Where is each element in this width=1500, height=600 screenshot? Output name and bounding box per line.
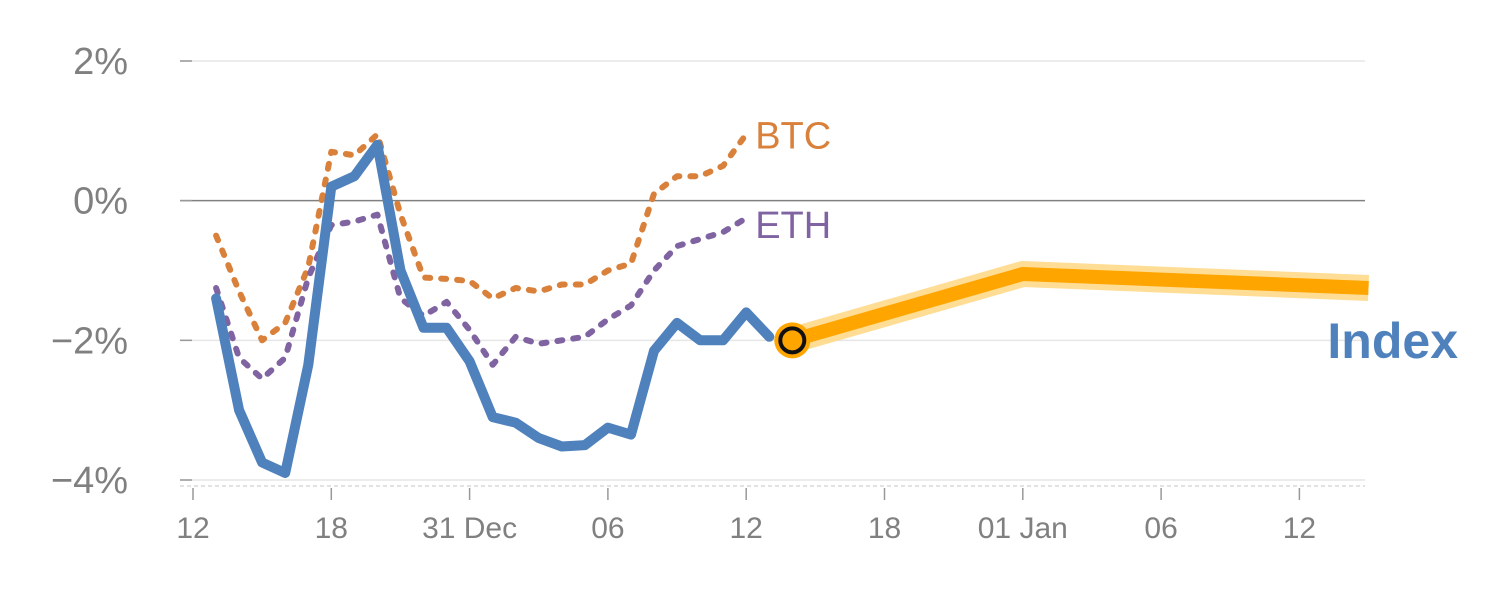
forecast-series xyxy=(774,261,1370,359)
x-tick-label: 31 Dec xyxy=(422,512,517,545)
y-tick-label: −2% xyxy=(51,320,128,362)
y-tick-label: 0% xyxy=(73,181,128,223)
axes: 2% 0% −2% −4% 12 18 31 Dec 06 12 18 01 Jan 06 12 xyxy=(51,41,1365,545)
eth-label: ETH xyxy=(755,205,831,247)
x-tick-label: 12 xyxy=(1283,512,1316,545)
series-labels: BTC ETH Index xyxy=(755,115,1458,369)
x-tick-label: 18 xyxy=(315,512,348,545)
x-tick-label: 12 xyxy=(176,512,209,545)
index-label: Index xyxy=(1327,313,1458,369)
x-tick-label: 12 xyxy=(730,512,763,545)
series xyxy=(211,131,775,478)
index-line xyxy=(211,139,775,478)
btc-line xyxy=(213,131,750,344)
x-tick-label: 06 xyxy=(591,512,624,545)
x-tick-label: 18 xyxy=(868,512,901,545)
y-tick-label: 2% xyxy=(73,41,128,83)
forecast-line xyxy=(790,267,1369,348)
y-tick-label: −4% xyxy=(51,460,128,502)
btc-label: BTC xyxy=(755,115,831,157)
x-tick-label: 01 Jan xyxy=(978,512,1068,545)
x-tick-label: 06 xyxy=(1144,512,1177,545)
current-marker xyxy=(778,326,807,355)
eth-line xyxy=(213,211,750,382)
